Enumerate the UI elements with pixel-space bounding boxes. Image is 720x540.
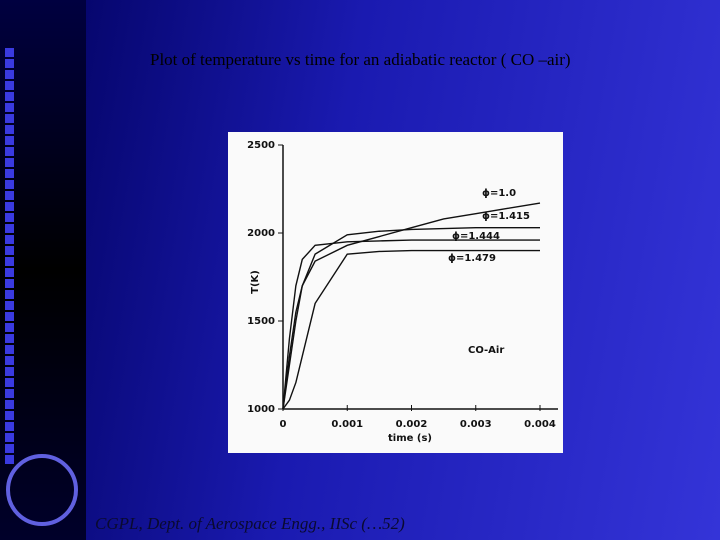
slide-title: Plot of temperature vs time for an adiab… [150,50,571,69]
square [5,191,14,200]
square [5,444,14,453]
square [5,301,14,310]
series-label: ϕ=1.0 [482,188,516,199]
square [5,48,14,57]
square [5,433,14,442]
square [5,334,14,343]
square [5,125,14,134]
y-tick-label: 2500 [247,140,275,151]
series-label: ϕ=1.444 [452,231,500,242]
square [5,224,14,233]
series-label: ϕ=1.415 [482,211,530,222]
square [5,114,14,123]
y-tick-label: 2000 [247,228,275,239]
square [5,422,14,431]
annotation: CO-Air [468,345,504,356]
square [5,323,14,332]
square [5,378,14,387]
square [5,246,14,255]
square [5,158,14,167]
square [5,147,14,156]
series-line [282,249,540,410]
y-axis-label: T(K) [250,270,261,294]
series-line [282,227,540,410]
x-tick-label: 0.002 [396,419,428,430]
series-line [282,239,540,410]
square [5,356,14,365]
x-tick-label: 0.003 [460,419,492,430]
square [5,345,14,354]
square [5,213,14,222]
square [5,312,14,321]
square [5,169,14,178]
y-tick-label: 1000 [247,404,275,415]
square [5,103,14,112]
logo [6,454,78,526]
y-tick-label: 1500 [247,316,275,327]
square [5,59,14,68]
square [5,367,14,376]
square [5,411,14,420]
square [5,202,14,211]
square [5,92,14,101]
square [5,279,14,288]
side-strip [0,0,86,540]
square [5,235,14,244]
slide-footer: CGPL, Dept. of Aerospace Engg., IISc (…5… [95,514,405,533]
x-tick-label: 0.004 [524,419,556,430]
plot-panel [228,132,563,453]
x-axis-label: time (s) [388,433,432,444]
square [5,400,14,409]
square [5,136,14,145]
square [5,81,14,90]
decoration [5,48,14,464]
square [5,455,14,464]
square [5,257,14,266]
square [5,290,14,299]
x-tick-label: 0 [280,419,287,430]
x-tick-label: 0.001 [331,419,363,430]
series-label: ϕ=1.479 [448,253,496,264]
square [5,389,14,398]
square [5,268,14,277]
square [5,70,14,79]
square [5,180,14,189]
